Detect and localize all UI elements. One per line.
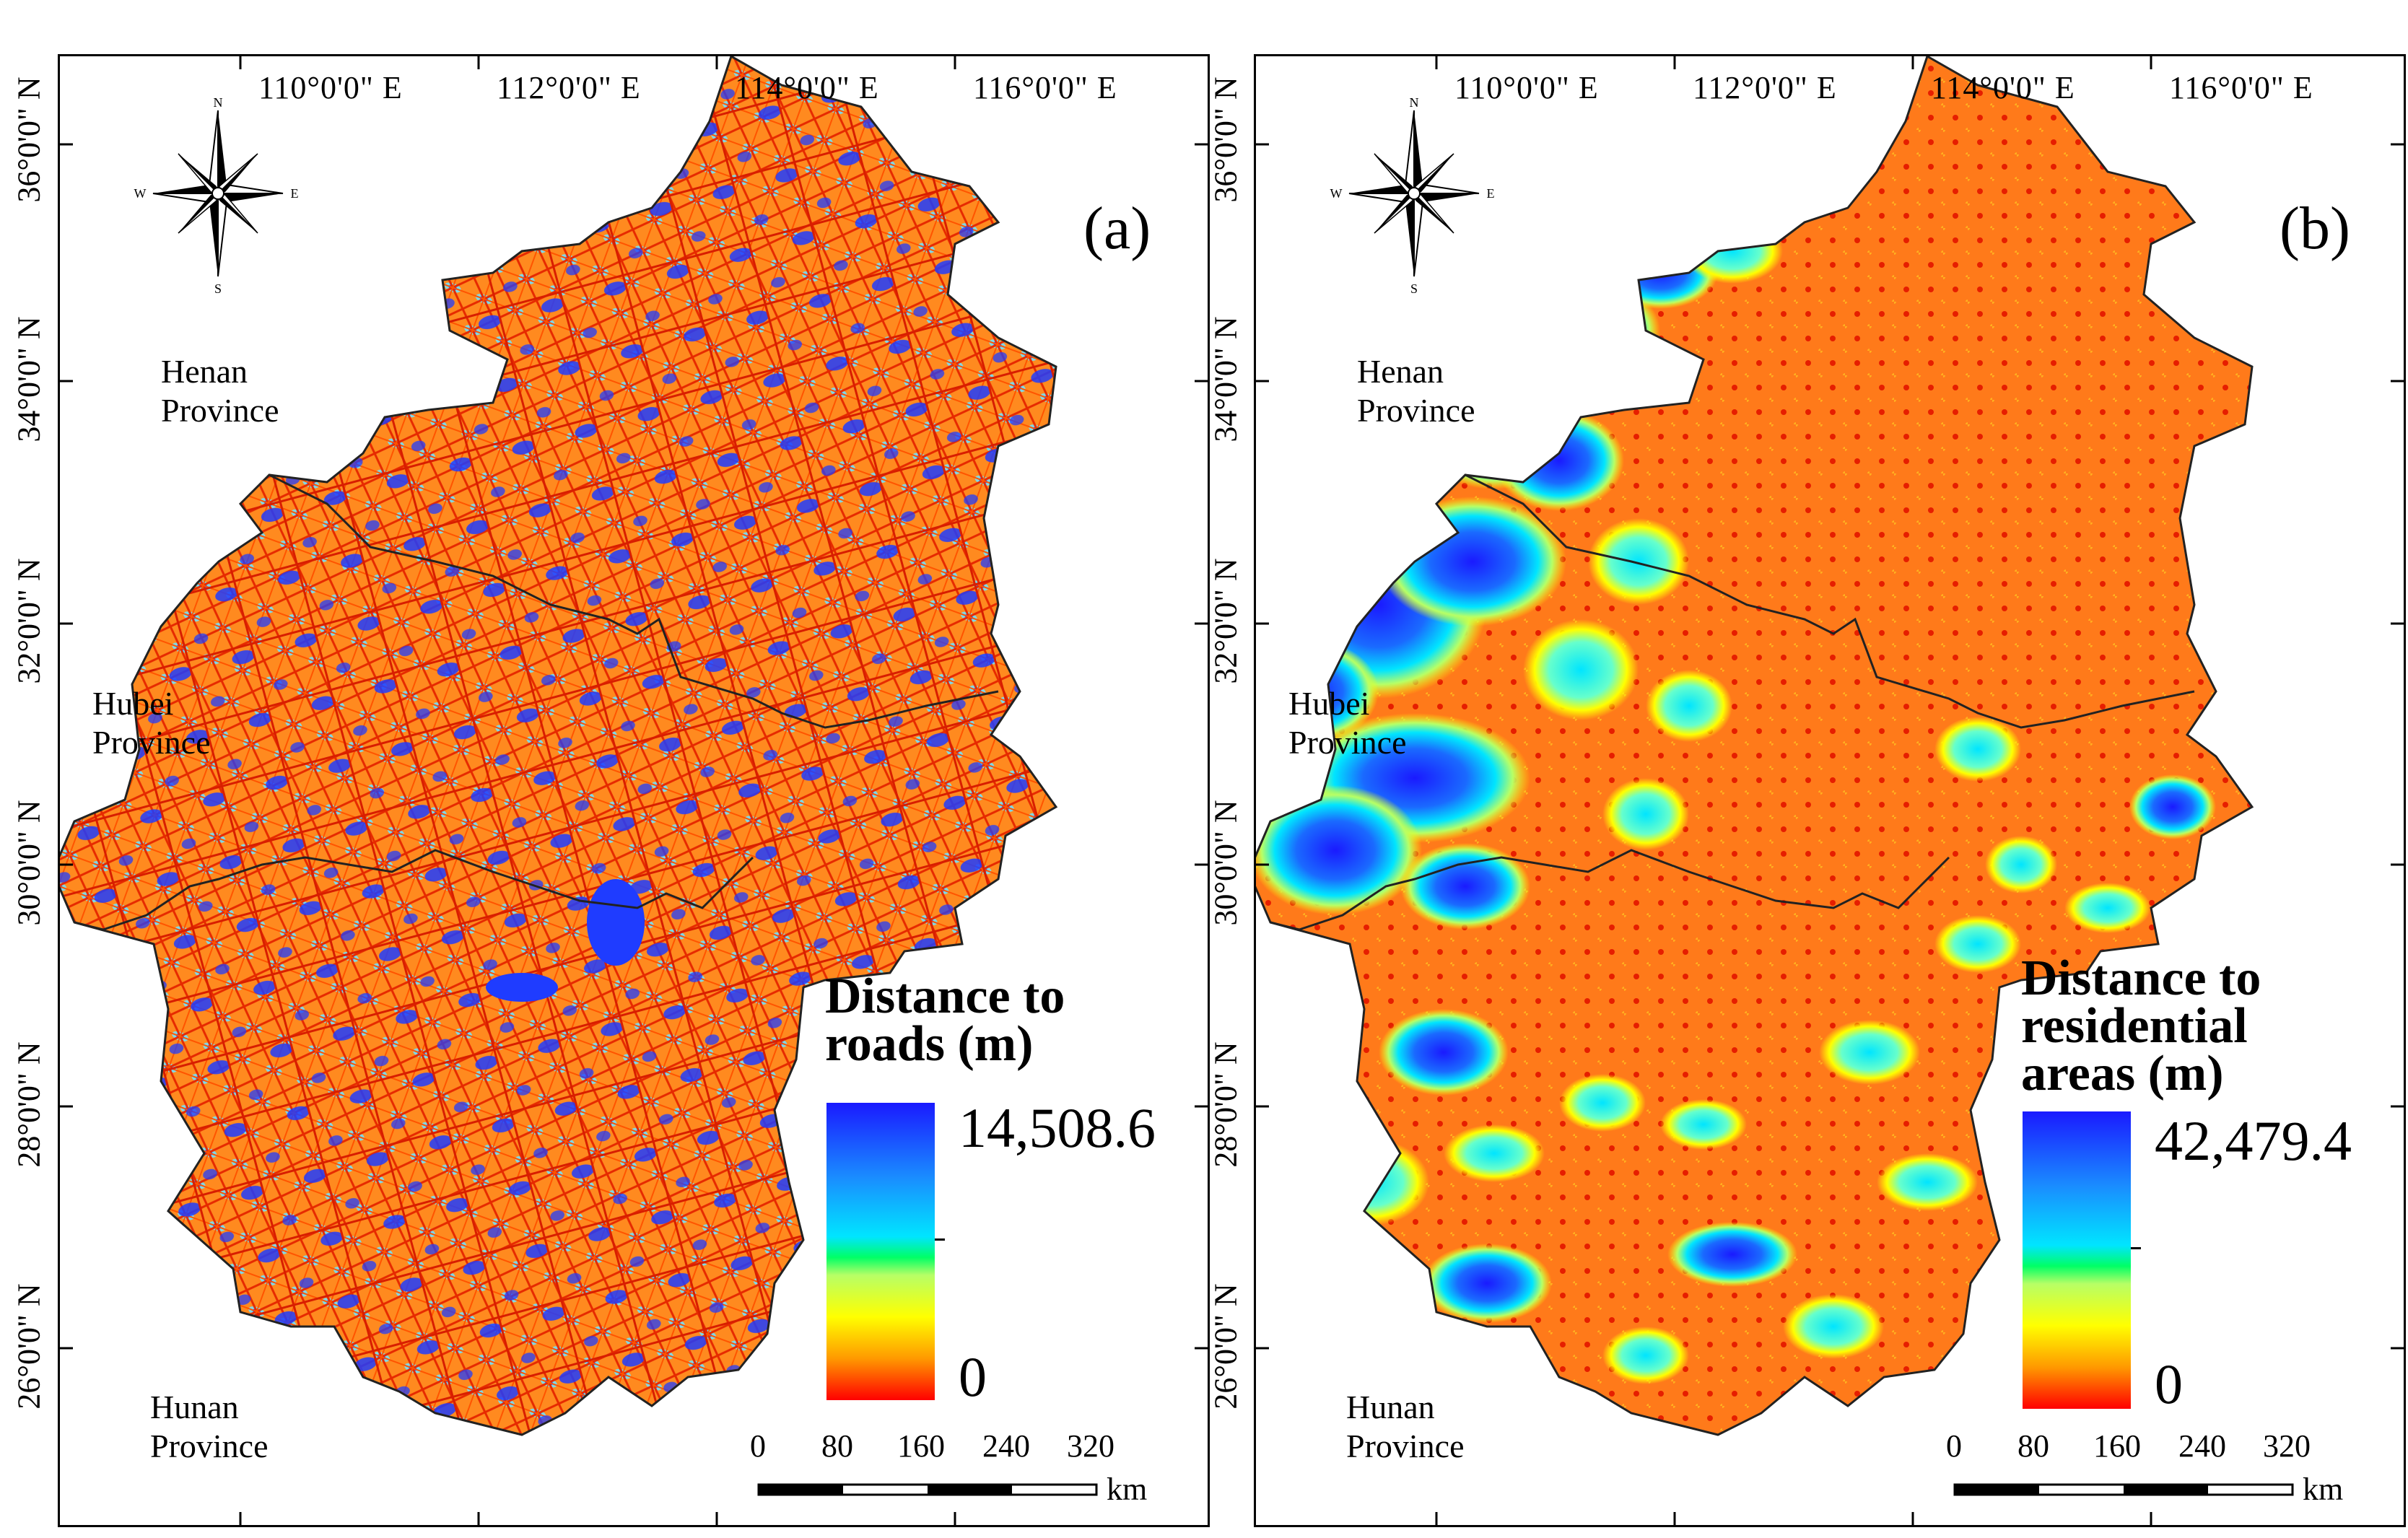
legend-title-a: Distance to roads (m) xyxy=(825,969,1065,1072)
lon-label-116-a: 116°0'0" E xyxy=(973,70,1117,105)
scalebar-tick-320-b: 320 xyxy=(2263,1428,2311,1464)
map-panel-a: N S E W 110°0'0" E 112°0'0" E 114°0'0" E… xyxy=(58,54,1210,1527)
province-henan-a: Henan Province xyxy=(161,353,279,429)
legend-ramp-tick-a xyxy=(935,1238,945,1241)
compass-rose-icon: N S E W xyxy=(134,95,299,296)
province-border-hubei-hunan-a xyxy=(74,849,754,931)
lat-label-26-a: 26°0'0" N xyxy=(11,1283,47,1410)
region-outline-b xyxy=(1256,56,2254,1436)
lon-label-110-a: 110°0'0" E xyxy=(258,70,403,105)
compass-e-label: E xyxy=(291,186,299,201)
lat-label-32-a: 32°0'0" N xyxy=(11,558,47,684)
scalebar-tick-240-b: 240 xyxy=(2178,1428,2226,1464)
scalebar-tick-240-a: 240 xyxy=(982,1428,1030,1464)
legend-max-value-b: 42,479.4 xyxy=(2155,1109,2352,1172)
compass-s-label: S xyxy=(214,281,222,296)
province-border-henan-hubei-a xyxy=(269,473,999,729)
lat-label-26-b: 26°0'0" N xyxy=(1208,1283,1244,1410)
legend-min-value-b: 0 xyxy=(2155,1353,2183,1415)
scalebar-tick-160-a: 160 xyxy=(897,1428,945,1464)
map-panel-b: N S E W 110°0'0" E 112°0'0" E 114°0'0" E… xyxy=(1254,54,2406,1527)
lat-label-30-b: 30°0'0" N xyxy=(1208,800,1244,926)
graticule-ticks-a xyxy=(60,56,1208,1525)
panel-label-a: (a) xyxy=(1083,195,1151,262)
province-henan-b: Henan Province xyxy=(1357,353,1475,429)
province-hunan-a: Hunan Province xyxy=(150,1389,269,1464)
lat-label-34-a: 34°0'0" N xyxy=(11,316,47,442)
legend-ramp-tick-b xyxy=(2131,1247,2141,1249)
compass-e-label: E xyxy=(1487,186,1495,201)
map-canvas-b: N S E W xyxy=(1256,56,2404,1525)
province-hubei-b: Hubei Province xyxy=(1288,685,1407,761)
scalebar-unit-b: km xyxy=(2303,1472,2344,1507)
lat-label-30-a: 30°0'0" N xyxy=(11,800,47,926)
map-canvas-a: N S E W xyxy=(60,56,1208,1525)
compass-n-label: N xyxy=(214,95,223,110)
lat-label-28-a: 28°0'0" N xyxy=(11,1041,47,1168)
compass-s-label: S xyxy=(1410,281,1418,296)
scalebar-unit-a: km xyxy=(1107,1472,1148,1507)
legend-min-value-a: 0 xyxy=(959,1345,987,1408)
scalebar-tick-80-a: 80 xyxy=(821,1428,853,1464)
province-hunan-b: Hunan Province xyxy=(1346,1389,1465,1464)
scalebar-tick-160-b: 160 xyxy=(2093,1428,2141,1464)
lat-label-36-a: 36°0'0" N xyxy=(11,77,47,203)
compass-rose-icon: N S E W xyxy=(1330,95,1495,296)
compass-n-label: N xyxy=(1410,95,1419,110)
compass-w-label: W xyxy=(1330,186,1343,201)
lon-label-112-b: 112°0'0" E xyxy=(1693,70,1837,105)
scalebar-tick-320-a: 320 xyxy=(1067,1428,1114,1464)
province-border-hubei-hunan-b xyxy=(1270,849,1950,931)
compass-w-label: W xyxy=(134,186,147,201)
scalebar-tick-80-b: 80 xyxy=(2017,1428,2049,1464)
lat-label-32-b: 32°0'0" N xyxy=(1208,558,1244,684)
scalebar-tick-0-b: 0 xyxy=(1946,1428,1962,1464)
lon-label-110-b: 110°0'0" E xyxy=(1454,70,1599,105)
lat-label-34-b: 34°0'0" N xyxy=(1208,316,1244,442)
lon-label-112-a: 112°0'0" E xyxy=(497,70,641,105)
legend-max-value-a: 14,508.6 xyxy=(959,1096,1156,1159)
province-border-henan-hubei-b xyxy=(1465,473,2195,729)
legend-title-b: Distance to residential areas (m) xyxy=(2021,951,2261,1101)
graticule-ticks-b xyxy=(1256,56,2404,1525)
lat-label-36-b: 36°0'0" N xyxy=(1208,77,1244,203)
scalebar-a xyxy=(757,1483,1098,1496)
province-hubei-a: Hubei Province xyxy=(92,685,211,761)
legend-color-ramp-b xyxy=(2023,1111,2131,1409)
legend-color-ramp-a xyxy=(826,1103,935,1400)
lon-label-116-b: 116°0'0" E xyxy=(2169,70,2313,105)
lon-label-114-b: 114°0'0" E xyxy=(1931,70,2075,105)
lon-label-114-a: 114°0'0" E xyxy=(735,70,879,105)
lat-label-28-b: 28°0'0" N xyxy=(1208,1041,1244,1168)
scalebar-tick-0-a: 0 xyxy=(750,1428,766,1464)
panel-label-b: (b) xyxy=(2280,195,2350,262)
region-outline-a xyxy=(60,56,1058,1436)
scalebar-b xyxy=(1953,1483,2294,1496)
